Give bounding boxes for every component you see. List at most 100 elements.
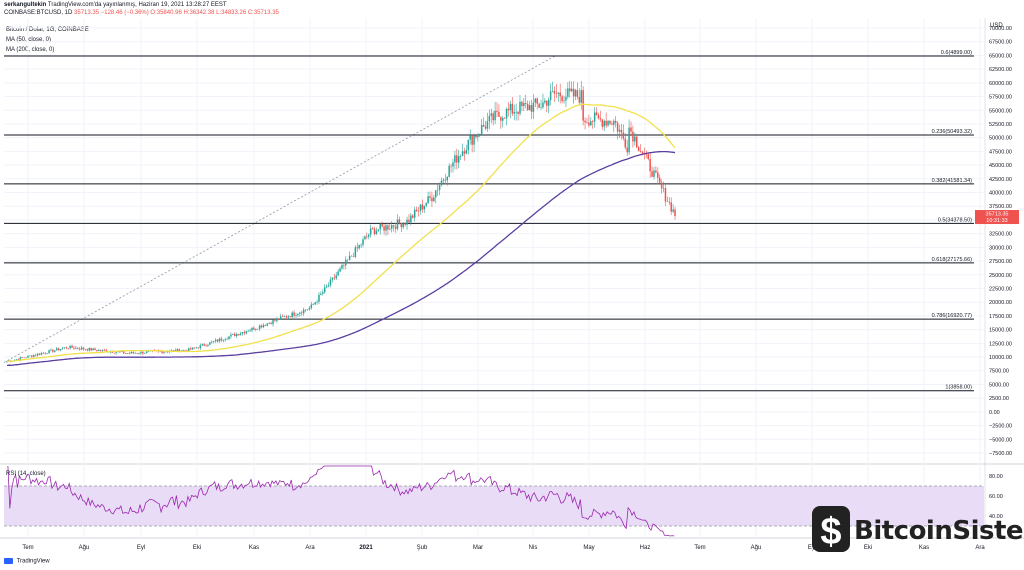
candle-body <box>214 339 217 342</box>
x-tick-label: Ara <box>975 545 985 551</box>
candle-body <box>193 347 196 349</box>
candle-body <box>611 123 613 125</box>
candle-body <box>105 350 108 353</box>
candle-body <box>559 92 561 97</box>
candle-body <box>553 90 556 94</box>
candle-body <box>524 103 527 104</box>
candle-body <box>293 312 295 316</box>
candle-body <box>463 151 466 154</box>
candle-body <box>117 351 119 353</box>
candle-body <box>100 349 102 351</box>
candle-body <box>73 347 75 349</box>
candle-body <box>176 349 179 352</box>
candle-body <box>59 349 62 351</box>
candle-body <box>82 347 85 350</box>
candle-body <box>322 292 324 294</box>
candle-body <box>57 348 60 351</box>
ma50-line <box>6 103 676 363</box>
candle-body <box>40 353 43 355</box>
candle-body <box>48 350 50 354</box>
candle-body <box>268 323 270 324</box>
candle-body <box>670 202 672 212</box>
candle-body <box>55 348 58 351</box>
x-tick-label: Mar <box>473 545 483 551</box>
candle-body <box>346 259 349 261</box>
candle-body <box>272 320 274 325</box>
candle-body <box>327 285 330 287</box>
candle-body <box>595 112 598 116</box>
candle-body <box>203 344 205 346</box>
candle-body <box>647 154 649 159</box>
candle-body <box>387 225 389 230</box>
candle-body <box>140 351 142 354</box>
candle-body <box>234 333 236 337</box>
y-tick-label: 2500.00 <box>989 396 1009 402</box>
candle-body <box>98 349 100 351</box>
candle-body <box>452 162 454 167</box>
candle-body <box>360 244 362 246</box>
legend-ma50[interactable]: MA (50, close, 0) <box>6 37 52 43</box>
candle-body <box>142 351 144 354</box>
legend-ma200[interactable]: MA (200, close, 0) <box>6 47 55 53</box>
candle-body <box>6 361 8 363</box>
candle-body <box>343 265 345 266</box>
candle-body <box>369 228 372 235</box>
candle-body <box>521 101 523 107</box>
candle-body <box>165 351 167 353</box>
candle-body <box>239 333 242 336</box>
fib-level-label: 0.382(41581.34) <box>932 178 973 184</box>
candle-body <box>419 204 422 211</box>
candle-body <box>226 339 228 340</box>
candle-body <box>274 320 276 321</box>
candle-body <box>111 351 113 353</box>
candle-body <box>413 209 416 218</box>
y-tick-label: 42500.00 <box>989 177 1012 183</box>
candle-body <box>132 352 135 354</box>
x-tick-label: Kas <box>249 545 259 551</box>
candle-body <box>77 347 79 349</box>
candle-body <box>580 90 582 103</box>
candle-body <box>582 90 584 121</box>
x-tick-label: May <box>583 545 594 551</box>
x-tick-label: Tem <box>694 545 705 551</box>
legend-title[interactable]: Bitcoin / Dolar, 1G, COINBASE <box>6 27 89 33</box>
candle-body <box>500 116 502 121</box>
rsi-line <box>7 465 675 537</box>
fib-level-label: 0.618(27175.66) <box>932 257 973 263</box>
candle-body <box>36 353 39 356</box>
x-tick-label: Ara <box>305 545 315 551</box>
candle-body <box>50 349 52 351</box>
candle-body <box>201 344 203 346</box>
candle-body <box>561 96 563 102</box>
candle-body <box>228 336 230 340</box>
candle-body <box>551 90 554 92</box>
candle-body <box>435 190 437 198</box>
candle-body <box>544 100 546 103</box>
candle-body <box>96 349 98 351</box>
candle-body <box>113 352 115 354</box>
candle-body <box>241 332 244 334</box>
candle-body <box>283 316 286 318</box>
candle-body <box>502 118 504 121</box>
candle-body <box>44 352 46 354</box>
candle-body <box>618 129 621 132</box>
candle-body <box>25 357 27 359</box>
candle-body <box>38 353 41 355</box>
candle-body <box>341 265 343 269</box>
candle-body <box>542 102 544 108</box>
footer-brand[interactable]: TradingView <box>16 558 50 565</box>
candle-body <box>626 147 628 153</box>
publisher-name[interactable]: serkangultekin <box>4 2 47 8</box>
candle-body <box>195 347 198 349</box>
rsi-legend[interactable]: RSI (14, close) <box>6 471 46 477</box>
candle-body <box>392 225 395 227</box>
y-tick-label: 30000.00 <box>989 245 1012 251</box>
candle-body <box>622 132 625 139</box>
candle-body <box>52 349 54 352</box>
y-tick-label: −2500.00 <box>989 424 1012 430</box>
candle-body <box>547 99 550 106</box>
candle-body <box>454 155 456 163</box>
candle-body <box>410 215 412 223</box>
candle-body <box>490 113 493 116</box>
